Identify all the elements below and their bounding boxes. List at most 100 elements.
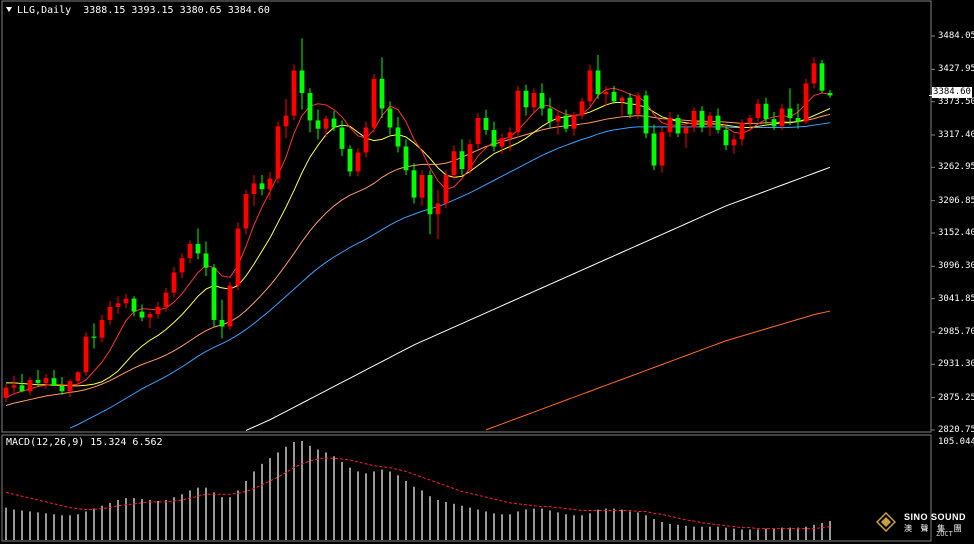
candle xyxy=(771,112,777,130)
candle-body xyxy=(683,127,689,134)
candle-body xyxy=(523,90,529,108)
candle-body xyxy=(443,175,449,204)
candle xyxy=(67,379,73,398)
watermark-brand: SINO SOUND xyxy=(904,512,967,522)
candle-body xyxy=(387,108,393,128)
candle-body xyxy=(187,243,193,259)
candle-body xyxy=(531,93,537,108)
candle-body xyxy=(803,83,809,122)
ma-longest-line xyxy=(485,310,831,431)
candle-body xyxy=(267,178,273,190)
candle xyxy=(491,121,497,152)
candle xyxy=(147,311,153,329)
candle-body xyxy=(107,306,113,320)
candle xyxy=(43,374,49,389)
candle xyxy=(563,109,569,133)
candle xyxy=(435,189,441,240)
candle-body xyxy=(571,115,577,129)
candle-body xyxy=(363,127,369,153)
candle-body xyxy=(371,78,377,128)
candle xyxy=(659,127,665,173)
candle-body xyxy=(555,115,561,122)
candle xyxy=(667,112,673,138)
candle-body xyxy=(83,336,89,373)
candle xyxy=(131,296,137,317)
candle-body xyxy=(755,103,761,119)
price-axis-label: 3427.95 xyxy=(938,64,974,75)
candle-body xyxy=(699,110,705,128)
candle xyxy=(539,83,545,116)
candle xyxy=(787,88,793,126)
candle-body xyxy=(595,70,601,95)
candle xyxy=(11,375,17,395)
candle xyxy=(227,281,233,330)
candle xyxy=(419,170,425,206)
price-panel-border xyxy=(1,0,932,433)
sino-sound-watermark: SINO SOUND 澳 聲 集 團 ZOCT xyxy=(876,508,972,542)
candle-body xyxy=(635,95,641,115)
candle-body xyxy=(219,319,225,327)
candle-body xyxy=(291,70,297,116)
candle xyxy=(467,139,473,174)
candle-body xyxy=(771,119,777,127)
candle xyxy=(155,302,161,319)
symbol-label: LLG,Daily xyxy=(17,5,72,16)
candle-body xyxy=(763,103,769,120)
candle-body xyxy=(179,258,185,273)
candle xyxy=(499,133,505,154)
candle xyxy=(675,114,681,138)
moving-averages xyxy=(5,87,831,431)
candle xyxy=(451,145,457,180)
candle-body xyxy=(491,129,497,147)
candle-body xyxy=(723,129,729,146)
candle-body xyxy=(467,144,473,170)
candle-body xyxy=(299,70,305,94)
candle xyxy=(371,74,377,133)
candle-body xyxy=(339,127,345,149)
candle-body xyxy=(787,108,793,119)
candle xyxy=(83,332,89,376)
candle xyxy=(275,121,281,184)
candle xyxy=(611,85,617,104)
candle-body xyxy=(19,385,25,392)
candle xyxy=(635,91,641,120)
price-axis-label: 2875.25 xyxy=(938,392,974,403)
price-axis-label: 3262.95 xyxy=(938,162,974,173)
candle-body xyxy=(795,118,801,122)
candle xyxy=(579,97,585,120)
price-axis-label: 3484.05 xyxy=(938,31,974,41)
candle xyxy=(323,115,329,138)
candle xyxy=(307,88,313,133)
candle-body xyxy=(659,132,665,166)
candle-body xyxy=(715,115,721,130)
candle xyxy=(355,148,361,177)
candle xyxy=(819,59,825,94)
candle-body xyxy=(139,311,145,318)
macd-label: MACD(12,26,9) 15.324 6.562 xyxy=(6,437,163,448)
sino-sound-logo-icon xyxy=(876,512,896,532)
macd-panel xyxy=(5,440,831,540)
candle xyxy=(627,93,633,119)
candle xyxy=(715,108,721,134)
price-axis-label: 3152.40 xyxy=(938,228,974,238)
candle-body xyxy=(603,91,609,95)
candle xyxy=(331,110,337,132)
candle xyxy=(755,98,761,122)
candle xyxy=(395,116,401,153)
candle xyxy=(91,323,97,349)
candle-body xyxy=(499,138,505,147)
candle xyxy=(115,296,121,315)
macd-signal-line xyxy=(5,457,831,530)
candle xyxy=(651,124,657,171)
candle-body xyxy=(707,115,713,128)
candle-body xyxy=(51,378,57,386)
candle xyxy=(763,97,769,124)
collapse-arrow-icon[interactable] xyxy=(6,7,12,12)
candle xyxy=(595,55,601,99)
price-axis-label: 3373.50 xyxy=(938,96,974,107)
ma-slow-line xyxy=(5,113,831,406)
candle-body xyxy=(275,126,281,179)
macd-axis-max-label: 105.044 xyxy=(938,437,974,447)
current-price-tag: 3384.60 xyxy=(932,87,972,98)
